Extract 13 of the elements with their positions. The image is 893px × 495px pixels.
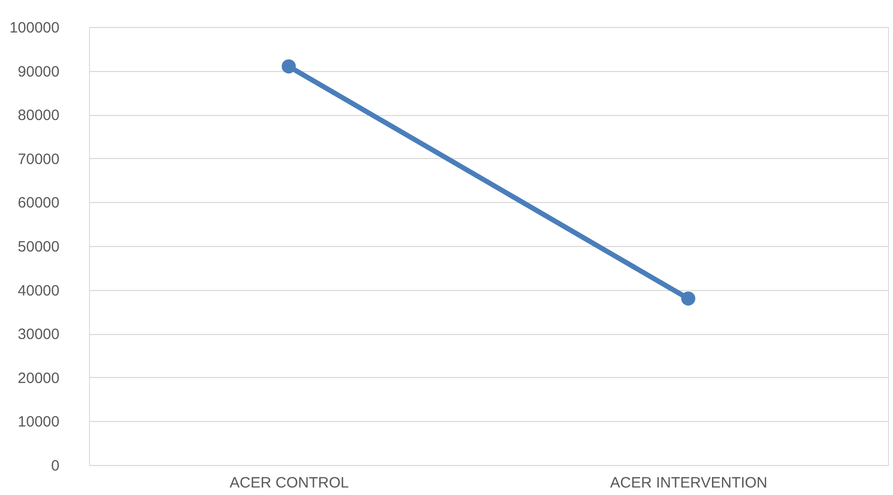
y-tick-label: 30000 (18, 326, 60, 344)
x-tick-label: ACER INTERVENTION (610, 474, 768, 492)
y-tick-label: 0 (51, 458, 60, 474)
y-tick-label: 40000 (18, 282, 60, 300)
y-tick-label: 50000 (18, 238, 60, 256)
y-tick-label: 90000 (18, 63, 60, 80)
y-tick-label: 60000 (18, 194, 60, 212)
y-tick-label: 80000 (18, 107, 60, 124)
y-tick-label: 20000 (18, 370, 60, 387)
y-tick-label: 100000 (9, 20, 60, 36)
x-tick-label: ACER CONTROL (230, 474, 349, 492)
y-tick-label: 10000 (18, 414, 60, 431)
y-tick-label: 70000 (18, 150, 60, 168)
